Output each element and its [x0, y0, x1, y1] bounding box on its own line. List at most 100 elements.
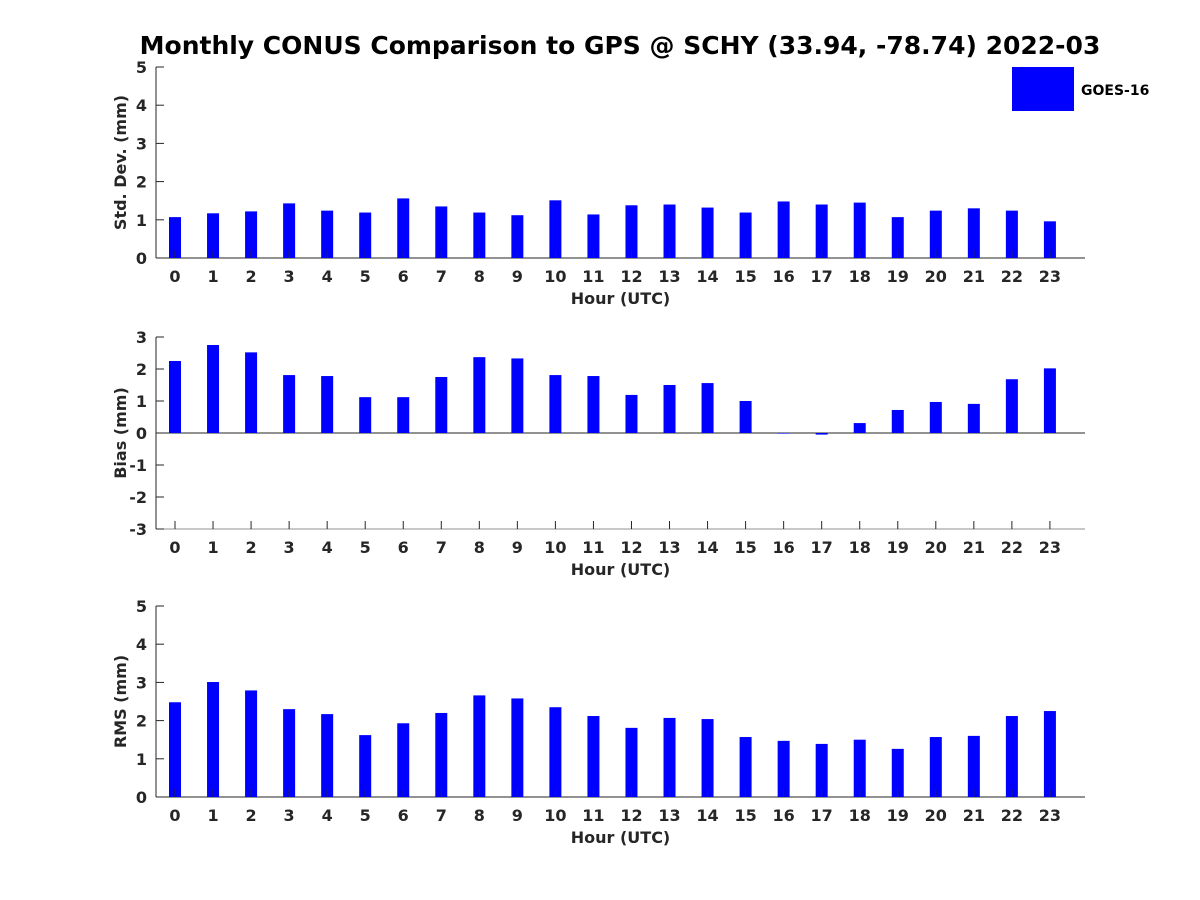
stddev-xtick-label: 22: [1001, 267, 1023, 286]
bias-xtick-label: 9: [512, 538, 523, 557]
stddev-xtick-label: 18: [849, 267, 871, 286]
bias-bar-14: [701, 383, 714, 433]
bias-bar-3: [283, 375, 296, 433]
rms-bar-23: [1043, 711, 1056, 797]
bias-bar-17: [815, 433, 828, 435]
bias-xtick-label: 6: [398, 538, 409, 557]
rms-bar-20: [929, 737, 942, 797]
bias-ytick-label: 3: [136, 328, 147, 347]
stddev-bar-16: [777, 201, 790, 258]
stddev-xtick-label: 7: [436, 267, 447, 286]
stddev-xtick-label: 12: [620, 267, 642, 286]
bias-bar-19: [891, 409, 904, 433]
stddev-bar-17: [815, 204, 828, 258]
rms-xtick-label: 17: [811, 806, 833, 825]
rms-bar-13: [663, 717, 676, 797]
bias-bar-2: [245, 352, 258, 433]
bias-bar-20: [929, 401, 942, 433]
rms-ytick-label: 2: [136, 712, 147, 731]
bias-bar-6: [397, 397, 410, 433]
stddev-xtick-label: 19: [887, 267, 909, 286]
rms-xtick-label: 7: [436, 806, 447, 825]
legend-swatch: [1012, 67, 1074, 111]
bias-xlabel: Hour (UTC): [571, 560, 671, 579]
bias-xtick-label: 18: [849, 538, 871, 557]
bias-bar-0: [169, 361, 181, 433]
stddev-xtick-label: 11: [582, 267, 604, 286]
bias-xtick-label: 21: [963, 538, 985, 557]
bias-xtick-label: 4: [322, 538, 333, 557]
bias-bar-4: [321, 376, 334, 433]
rms-xtick-label: 5: [360, 806, 371, 825]
rms-xtick-label: 22: [1001, 806, 1023, 825]
bias-bar-5: [359, 397, 372, 433]
rms-xtick-label: 2: [246, 806, 257, 825]
stddev-xtick-label: 23: [1039, 267, 1061, 286]
bias-xtick-label: 7: [436, 538, 447, 557]
rms-bar-19: [891, 748, 904, 797]
stddev-bar-5: [359, 212, 372, 258]
bias-bar-22: [1005, 379, 1018, 433]
stddev-ytick-label: 4: [136, 96, 147, 115]
rms-xtick-label: 8: [474, 806, 485, 825]
stddev-bar-13: [663, 204, 676, 258]
rms-bar-2: [245, 690, 258, 797]
rms-xtick-label: 11: [582, 806, 604, 825]
stddev-bar-19: [891, 217, 904, 258]
stddev-ytick-label: 3: [136, 134, 147, 153]
stddev-xtick-label: 3: [284, 267, 295, 286]
stddev-bar-1: [207, 213, 220, 258]
rms-xtick-label: 6: [398, 806, 409, 825]
stddev-xtick-label: 17: [811, 267, 833, 286]
stddev-bar-4: [321, 210, 334, 258]
bias-xtick-label: 22: [1001, 538, 1023, 557]
bias-ytick-label: -2: [129, 488, 147, 507]
rms-ylabel: RMS (mm): [111, 655, 130, 748]
bias-xtick-label: 17: [811, 538, 833, 557]
rms-bar-12: [625, 727, 638, 797]
bias-bar-18: [853, 423, 866, 433]
rms-xtick-label: 16: [773, 806, 795, 825]
rms-xtick-label: 14: [696, 806, 718, 825]
stddev-ytick-label: 2: [136, 173, 147, 192]
bias-bar-23: [1043, 368, 1056, 433]
rms-bar-10: [549, 707, 562, 797]
stddev-bar-10: [549, 200, 562, 258]
bias-ytick-label: 2: [136, 360, 147, 379]
bias-bar-12: [625, 394, 638, 433]
rms-ytick-label: 3: [136, 673, 147, 692]
stddev-bar-22: [1005, 210, 1018, 258]
bias-bar-8: [473, 357, 486, 433]
bias-ylabel: Bias (mm): [111, 387, 130, 479]
bias-xtick-label: 15: [734, 538, 756, 557]
stddev-bar-6: [397, 198, 410, 258]
stddev-xtick-label: 21: [963, 267, 985, 286]
bias-xtick-label: 23: [1039, 538, 1061, 557]
rms-xtick-label: 20: [925, 806, 947, 825]
chart-title: Monthly CONUS Comparison to GPS @ SCHY (…: [140, 31, 1101, 60]
bias-bar-7: [435, 377, 448, 433]
rms-bar-8: [473, 695, 486, 797]
bias-ytick-label: -1: [129, 456, 147, 475]
rms-bar-18: [853, 739, 866, 797]
bias-xtick-label: 11: [582, 538, 604, 557]
bias-xtick-label: 5: [360, 538, 371, 557]
rms-xtick-label: 19: [887, 806, 909, 825]
stddev-bar-3: [283, 203, 296, 258]
bias-bar-13: [663, 385, 676, 433]
stddev-xtick-label: 14: [696, 267, 718, 286]
rms-bar-6: [397, 723, 410, 797]
bias-ytick-label: 1: [136, 392, 147, 411]
rms-bar-5: [359, 735, 372, 797]
bias-bar-21: [967, 403, 980, 433]
stddev-bar-7: [435, 206, 448, 258]
stddev-ytick-label: 0: [136, 249, 147, 268]
rms-ytick-label: 0: [136, 788, 147, 807]
stddev-ytick-label: 5: [136, 58, 147, 77]
rms-bar-0: [169, 702, 181, 797]
legend: GOES-16: [1012, 67, 1149, 111]
bias-xtick-label: 10: [544, 538, 566, 557]
rms-ytick-label: 1: [136, 750, 147, 769]
